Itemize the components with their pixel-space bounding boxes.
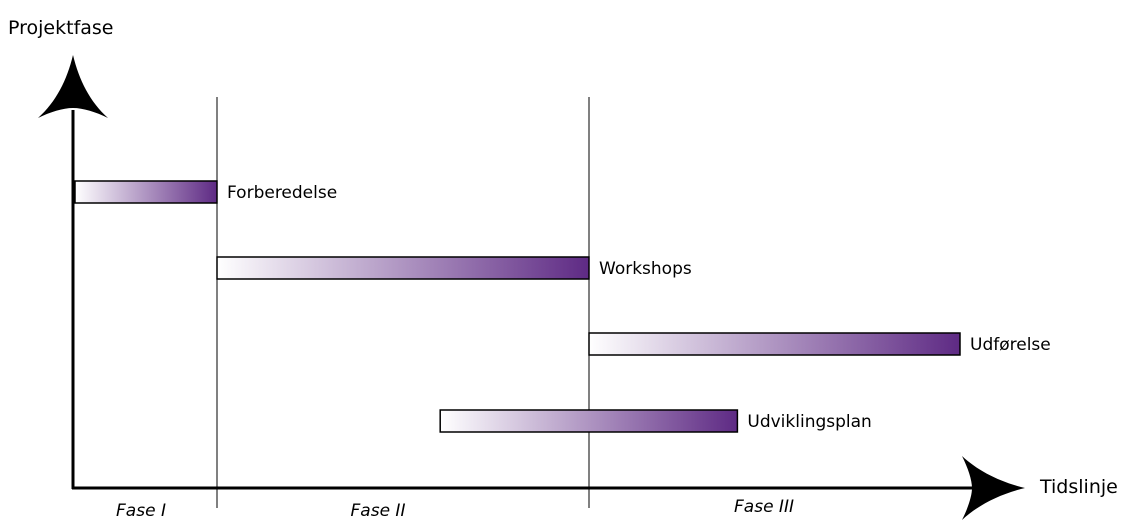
task-bars: Forberedelse Workshops Udførelse Udviklings… xyxy=(74,180,1051,433)
task-bar-4 xyxy=(439,409,739,433)
y-axis-arrow-icon xyxy=(38,55,108,118)
task-label-3: Udførelse xyxy=(970,335,1051,355)
x-axis-label: Tidslinje xyxy=(1039,476,1118,498)
task-label-1: Forberedelse xyxy=(227,183,337,203)
task-label-2: Workshops xyxy=(599,259,692,279)
task-bar-2 xyxy=(216,256,590,280)
x-axis-arrow-icon xyxy=(962,456,1025,520)
y-axis-label: Projektfase xyxy=(8,17,113,39)
task-bar-3 xyxy=(588,332,961,356)
task-label-4: Udviklingsplan xyxy=(747,412,871,432)
task-bar-1 xyxy=(74,180,218,204)
phase-label-1: Fase I xyxy=(116,501,166,520)
phase-label-3: Fase III xyxy=(734,497,794,517)
phase-label-2: Fase II xyxy=(351,501,406,520)
